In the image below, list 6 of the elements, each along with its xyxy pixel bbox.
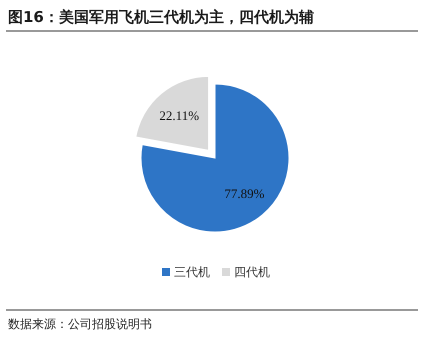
legend-label: 四代机	[234, 265, 270, 279]
data-label: 77.89%	[224, 186, 265, 202]
data-label: 22.11%	[159, 108, 200, 124]
chart-title: 图16：美国军用飞机三代机为主，四代机为辅	[8, 8, 314, 26]
source-note: 数据来源：公司招股说明书	[8, 317, 152, 331]
legend-label: 三代机	[174, 265, 210, 279]
